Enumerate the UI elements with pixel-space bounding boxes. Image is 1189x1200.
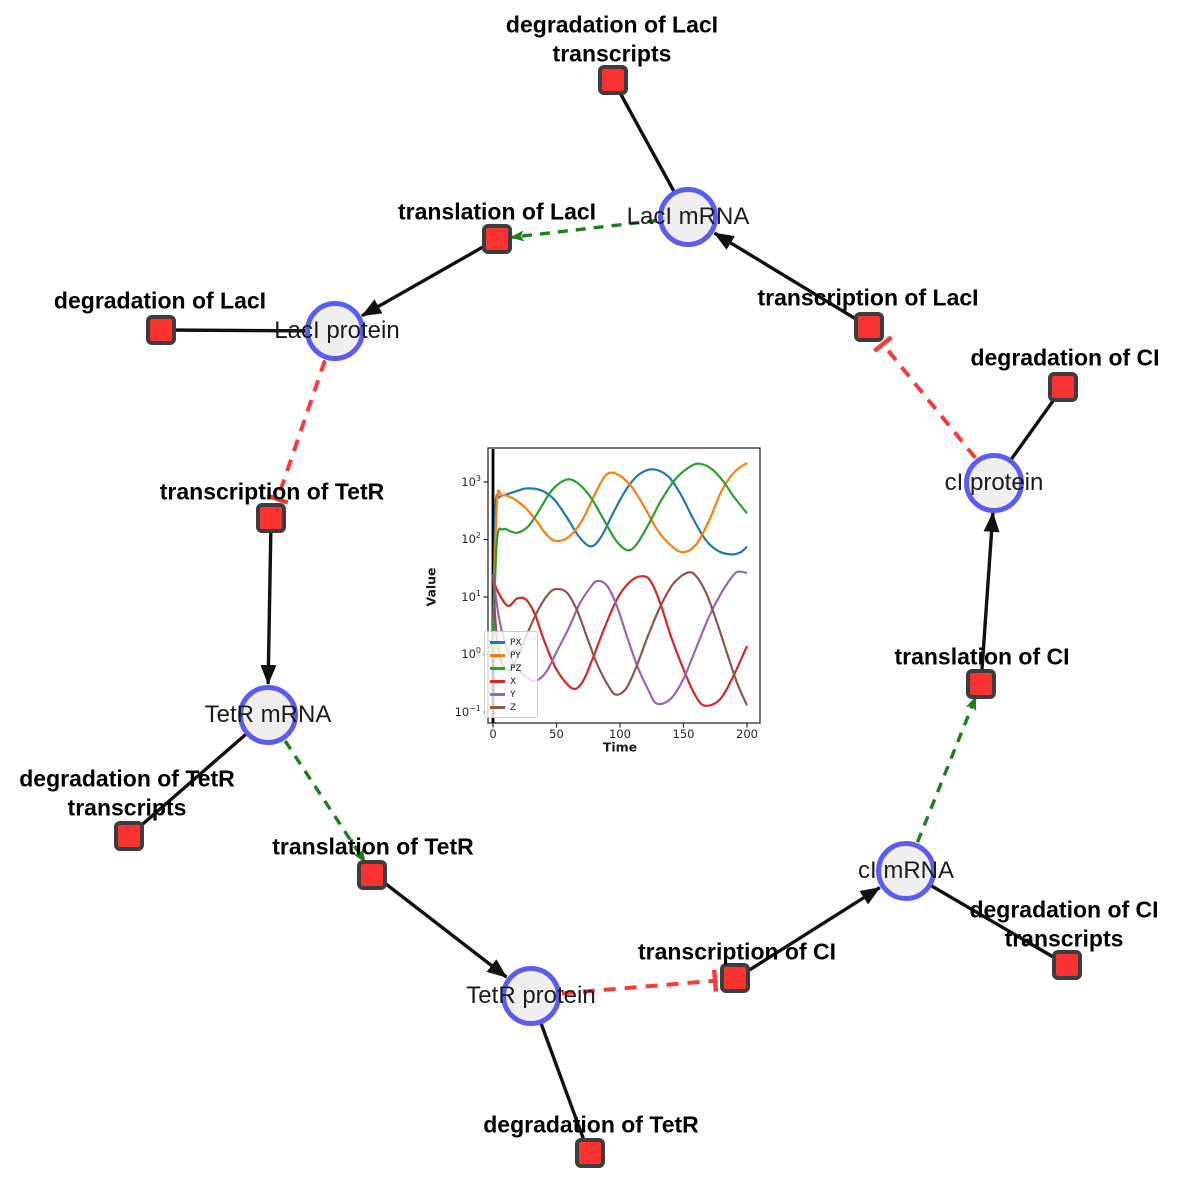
edge-translation-laci-to-protein[interactable]: [361, 244, 485, 318]
species-label-tetr-protein: TetR protein: [466, 982, 596, 1009]
reaction-node-translation-laci[interactable]: [482, 224, 512, 254]
reaction-node-degradation-tetr[interactable]: [575, 1138, 605, 1168]
reaction-node-translation-ci[interactable]: [966, 669, 996, 699]
reaction-node-transcription-laci[interactable]: [854, 312, 884, 342]
edge-lacimrna-modifier-translation[interactable]: [509, 218, 658, 242]
reaction-label-transcription-tetr: transcription of TetR: [159, 478, 385, 505]
reaction-label-degradation-tetr-transcripts: degradation of TetR transcripts: [19, 765, 235, 821]
reaction-label-translation-tetr: translation of TetR: [272, 833, 474, 860]
reaction-node-degradation-tetr-transcripts[interactable]: [114, 821, 144, 851]
reaction-label-translation-ci: translation of CI: [894, 643, 1070, 670]
species-label-tetr-mrna: TetR mRNA: [204, 701, 332, 728]
reaction-node-degradation-ci[interactable]: [1048, 372, 1078, 402]
species-node-ci-mrna[interactable]: [876, 841, 936, 901]
edge-tetrmrna-modifier-translation[interactable]: [283, 739, 367, 864]
species-label-laci-mrna: LacI mRNA: [626, 203, 750, 230]
species-node-ci-protein[interactable]: [964, 453, 1024, 513]
edge-translation-tetr-to-protein[interactable]: [383, 881, 508, 979]
species-label-ci-protein: cI protein: [944, 469, 1044, 496]
reaction-label-transcription-laci: transcription of LacI: [757, 284, 979, 311]
edge-cimrna-modifier-translation[interactable]: [915, 696, 977, 843]
edge-transcription-laci-to-mrna[interactable]: [713, 231, 858, 321]
edge-transcription-tetr-to-mrna[interactable]: [260, 532, 277, 685]
edge-ciprotein-inhibits-transcription-laci[interactable]: [872, 335, 977, 460]
edge-tetrprotein-inhibits-transcription-ci[interactable]: [561, 969, 719, 996]
species-label-ci-mrna: cI mRNA: [858, 857, 954, 884]
reaction-label-degradation-tetr: degradation of TetR: [483, 1111, 699, 1138]
species-node-laci-mrna[interactable]: [658, 187, 718, 247]
edge-translation-ci-to-protein[interactable]: [980, 511, 1000, 670]
reaction-label-degradation-laci-transcripts: degradation of LacI transcripts: [505, 11, 719, 67]
reaction-node-transcription-ci[interactable]: [720, 963, 750, 993]
reaction-label-degradation-laci: degradation of LacI: [53, 287, 267, 314]
reaction-node-degradation-ci-transcripts[interactable]: [1052, 950, 1082, 980]
reaction-label-transcription-ci: transcription of CI: [637, 938, 837, 965]
edge-laciprotein-inhibits-transcription-tetr[interactable]: [266, 359, 327, 505]
reaction-label-translation-laci: translation of LacI: [397, 198, 597, 225]
reaction-node-degradation-laci[interactable]: [146, 315, 176, 345]
edge-transcription-ci-to-mrna[interactable]: [746, 886, 881, 973]
reaction-node-translation-tetr[interactable]: [357, 860, 387, 890]
edge-cimrna-degradation[interactable]: [905, 869, 1068, 967]
reaction-label-degradation-ci-transcripts: degradation of CI transcripts: [969, 896, 1159, 952]
reaction-node-transcription-tetr[interactable]: [256, 503, 286, 533]
reaction-label-degradation-ci: degradation of CI: [970, 344, 1160, 371]
species-node-tetr-mrna[interactable]: [238, 685, 298, 745]
species-node-tetr-protein[interactable]: [501, 966, 561, 1026]
species-node-laci-protein[interactable]: [305, 301, 365, 361]
reaction-node-degradation-laci-transcripts[interactable]: [598, 65, 628, 95]
species-label-laci-protein: LacI protein: [274, 317, 400, 344]
